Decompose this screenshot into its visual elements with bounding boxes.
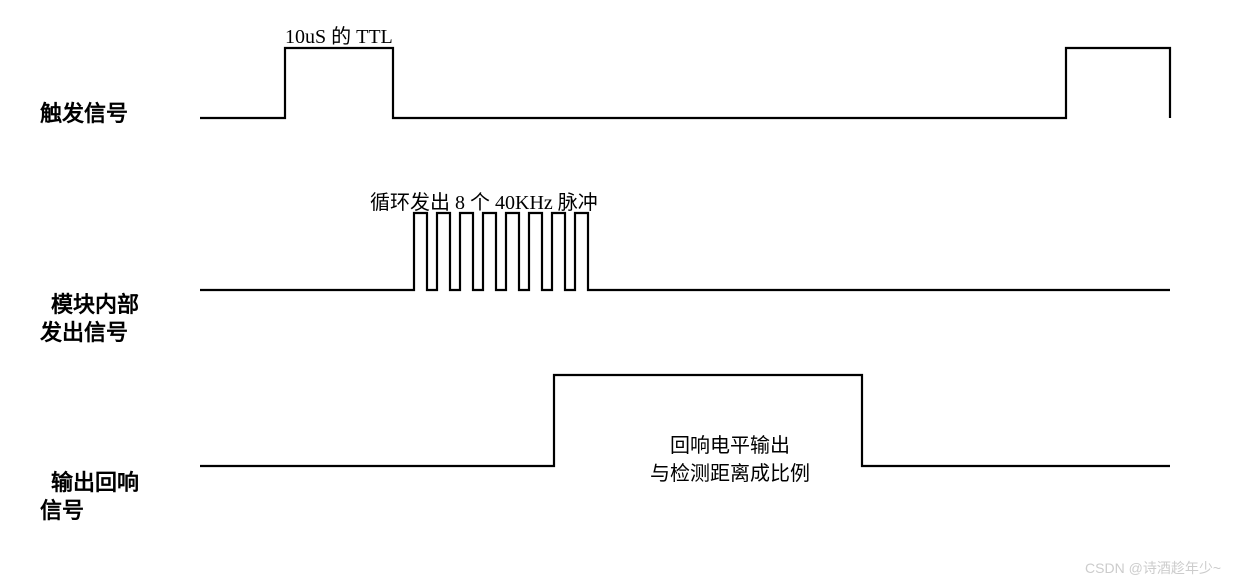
echo-text-line1: 回响电平输出 [615,432,845,460]
echo-description: 回响电平输出 与检测距离成比例 [615,432,845,488]
watermark: CSDN @诗酒趁年少~ [1085,558,1221,578]
watermark-text: CSDN @诗酒趁年少~ [1085,560,1221,576]
echo-text-line2: 与检测距离成比例 [615,460,845,488]
echo-signal [0,0,1233,586]
